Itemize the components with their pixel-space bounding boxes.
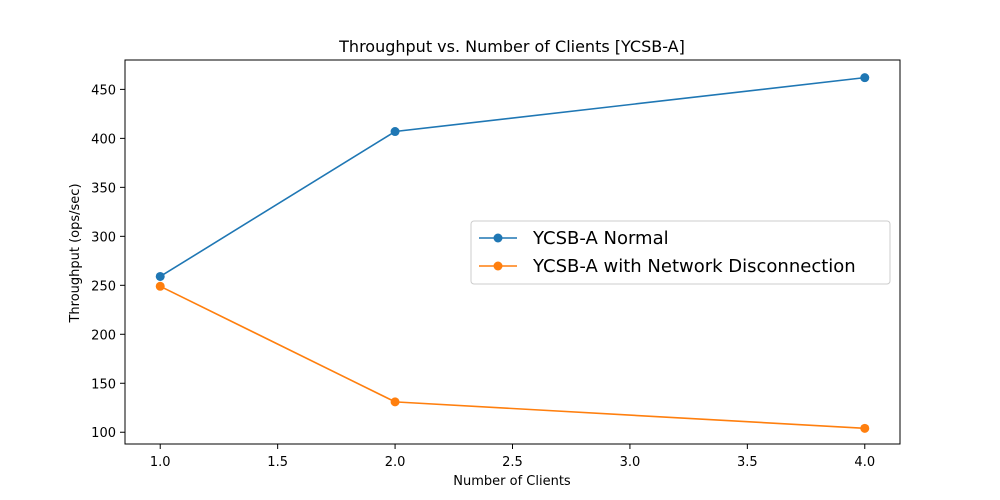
legend-box <box>470 220 891 285</box>
x-tick-label: 3.5 <box>737 455 758 470</box>
x-tick-label: 1.0 <box>150 455 171 470</box>
series-2-point <box>860 423 870 433</box>
series-1-point <box>390 127 400 137</box>
x-tick-label: 3.0 <box>620 455 641 470</box>
y-axis-label: Throughput (ops/sec) <box>68 183 83 323</box>
y-tick-label: 300 <box>91 230 116 245</box>
y-tick-label: 100 <box>91 426 116 441</box>
y-tick-label: 200 <box>91 328 116 343</box>
x-tick-label: 1.5 <box>267 455 288 470</box>
plot-frame <box>124 59 901 445</box>
legend: YCSB-A Normal YCSB-A with Network Disconn… <box>470 220 891 285</box>
series-1-point <box>860 73 870 83</box>
series-layer <box>155 73 870 433</box>
legend-label-1: YCSB-A Normal <box>532 228 669 249</box>
x-tick-label: 2.5 <box>502 455 523 470</box>
series-2-point <box>390 397 400 407</box>
y-tick-label: 250 <box>91 279 116 294</box>
chart-title: Throughput vs. Number of Clients [YCSB-A… <box>338 37 685 56</box>
y-tick-label: 400 <box>91 132 116 147</box>
legend-marker-2 <box>493 261 503 271</box>
x-axis-ticks: 1.0 1.5 2.0 2.5 3.0 3.5 4.0 <box>150 444 875 470</box>
x-tick-label: 4.0 <box>854 455 875 470</box>
series-2-point <box>155 281 165 291</box>
y-tick-label: 350 <box>91 181 116 196</box>
y-axis-ticks: 100 150 200 250 300 350 400 450 <box>91 83 125 441</box>
y-tick-label: 150 <box>91 377 116 392</box>
x-axis-label: Number of Clients <box>453 474 571 489</box>
legend-label-2: YCSB-A with Network Disconnection <box>532 256 856 277</box>
legend-marker-1 <box>493 233 503 243</box>
series-1-point <box>155 271 165 281</box>
x-tick-label: 2.0 <box>385 455 406 470</box>
y-tick-label: 450 <box>91 83 116 98</box>
